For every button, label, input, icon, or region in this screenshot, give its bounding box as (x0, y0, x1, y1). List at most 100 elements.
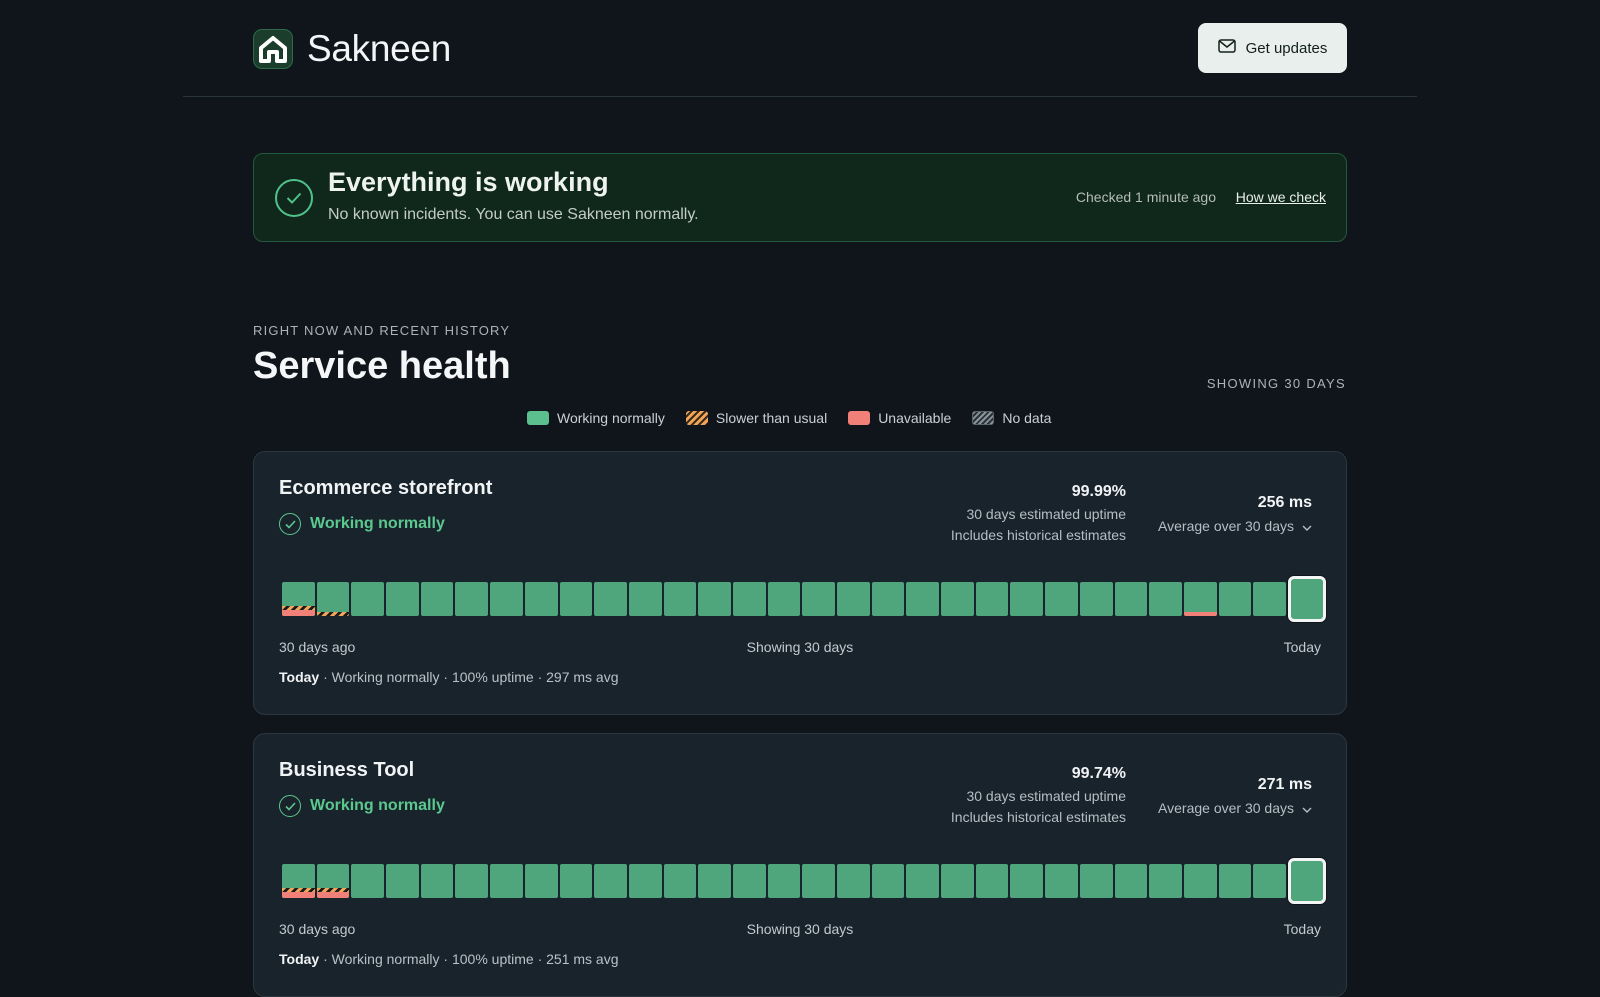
service-status-label: Working normally (310, 797, 445, 814)
service-status-label: Working normally (310, 515, 445, 532)
day-bar[interactable] (698, 582, 731, 616)
day-bar[interactable] (1218, 864, 1252, 898)
today-detail: · Working normally · 100% uptime · 251 m… (319, 951, 619, 967)
day-bar[interactable] (1183, 864, 1217, 898)
day-bar[interactable] (1045, 864, 1078, 898)
last-checked-text: Checked 1 minute ago (1075, 189, 1216, 205)
day-bar[interactable] (871, 864, 905, 898)
day-bar[interactable] (837, 864, 870, 898)
day-bar[interactable] (941, 582, 974, 616)
latency-range-dropdown[interactable]: Average over 30 days (1158, 800, 1312, 816)
day-bar[interactable] (594, 864, 627, 898)
day-bar[interactable] (628, 864, 662, 898)
working-swatch-icon (527, 411, 549, 425)
get-updates-button[interactable]: Get updates (1198, 23, 1347, 73)
day-bar[interactable] (698, 864, 731, 898)
day-bar[interactable] (732, 582, 766, 616)
day-bar[interactable] (767, 582, 801, 616)
day-bar[interactable] (1114, 582, 1148, 616)
day-bar[interactable] (1149, 582, 1182, 616)
day-bar[interactable] (1253, 582, 1286, 616)
today-label: Today (279, 669, 320, 685)
axis-end-label: Today (1283, 639, 1321, 655)
how-we-check-link[interactable]: How we check (1235, 189, 1326, 205)
day-bar[interactable] (1079, 864, 1113, 898)
axis-start-label: 30 days ago (279, 639, 356, 655)
uptime-bars (282, 576, 1326, 622)
day-incident-marker (316, 612, 350, 616)
day-bar[interactable] (1010, 582, 1044, 616)
home-logo-icon (253, 29, 293, 69)
day-bar[interactable] (1287, 858, 1326, 904)
brand-name: Sakneen (307, 28, 451, 69)
day-bar[interactable] (663, 864, 697, 898)
day-bar[interactable] (906, 864, 940, 898)
service-status: Working normally (279, 795, 445, 817)
latency-block: 256 ms Average over 30 days (1158, 494, 1312, 534)
uptime-caption: 30 days estimated uptime (966, 788, 1126, 804)
day-bar[interactable] (1079, 582, 1113, 616)
latency-range-label: Average over 30 days (1158, 800, 1294, 816)
day-bar[interactable] (386, 864, 419, 898)
day-bar[interactable] (1114, 864, 1148, 898)
day-bar[interactable] (1010, 864, 1044, 898)
day-bar[interactable] (1287, 576, 1326, 622)
day-bar[interactable] (906, 582, 940, 616)
banner-subtitle: No known incidents. You can use Sakneen … (328, 206, 699, 223)
day-bar[interactable] (594, 582, 627, 616)
day-bar[interactable] (871, 582, 905, 616)
uptime-caption: 30 days estimated uptime (966, 506, 1126, 522)
axis-end-label: Today (1283, 921, 1321, 937)
axis-mid-label: Showing 30 days (746, 921, 854, 937)
section-title: Service health (253, 345, 511, 387)
legend-label: Unavailable (878, 410, 952, 426)
day-bar[interactable] (490, 582, 523, 616)
service-card-ecommerce: Ecommerce storefront Working normally 99… (253, 451, 1347, 715)
day-bar[interactable] (386, 582, 419, 616)
day-bar[interactable] (282, 864, 315, 898)
day-bar[interactable] (1183, 582, 1217, 616)
day-bar[interactable] (802, 582, 835, 616)
day-bar[interactable] (420, 864, 454, 898)
day-bar[interactable] (282, 582, 315, 616)
day-bar[interactable] (1045, 582, 1078, 616)
no-data-swatch-icon (972, 411, 995, 425)
day-bar[interactable] (524, 582, 558, 616)
service-name: Ecommerce storefront (279, 477, 493, 499)
day-bar[interactable] (975, 864, 1009, 898)
latency-range-label: Average over 30 days (1158, 518, 1294, 534)
day-bar[interactable] (316, 582, 350, 616)
brand[interactable]: Sakneen (253, 28, 451, 70)
section-eyebrow: RIGHT NOW AND RECENT HISTORY (253, 323, 511, 338)
latency-range-dropdown[interactable]: Average over 30 days (1158, 518, 1312, 534)
day-bar[interactable] (351, 864, 385, 898)
unavailable-swatch-icon (848, 411, 871, 425)
day-bar[interactable] (351, 582, 385, 616)
legend-item-working: Working normally (527, 410, 665, 426)
day-bar[interactable] (420, 582, 454, 616)
day-bar[interactable] (975, 582, 1009, 616)
day-bar[interactable] (628, 582, 662, 616)
day-bar[interactable] (1253, 864, 1286, 898)
day-bar[interactable] (837, 582, 870, 616)
latency-block: 271 ms Average over 30 days (1158, 776, 1312, 816)
day-bar[interactable] (455, 582, 489, 616)
day-bar[interactable] (559, 864, 593, 898)
day-bar[interactable] (663, 582, 697, 616)
legend-label: Working normally (557, 410, 665, 426)
day-bar[interactable] (941, 864, 974, 898)
day-bar[interactable] (559, 582, 593, 616)
day-bar[interactable] (732, 864, 766, 898)
legend: Working normally Slower than usual Unava… (527, 410, 1051, 426)
day-bar[interactable] (524, 864, 558, 898)
day-bar[interactable] (1218, 582, 1252, 616)
day-bar[interactable] (1149, 864, 1182, 898)
day-bar[interactable] (767, 864, 801, 898)
day-incident-marker (282, 606, 315, 616)
day-bar[interactable] (490, 864, 523, 898)
day-bar[interactable] (455, 864, 489, 898)
day-bar[interactable] (802, 864, 835, 898)
day-bar[interactable] (316, 864, 350, 898)
check-circle-icon (275, 179, 313, 217)
today-summary: Today · Working normally · 100% uptime ·… (279, 669, 619, 685)
